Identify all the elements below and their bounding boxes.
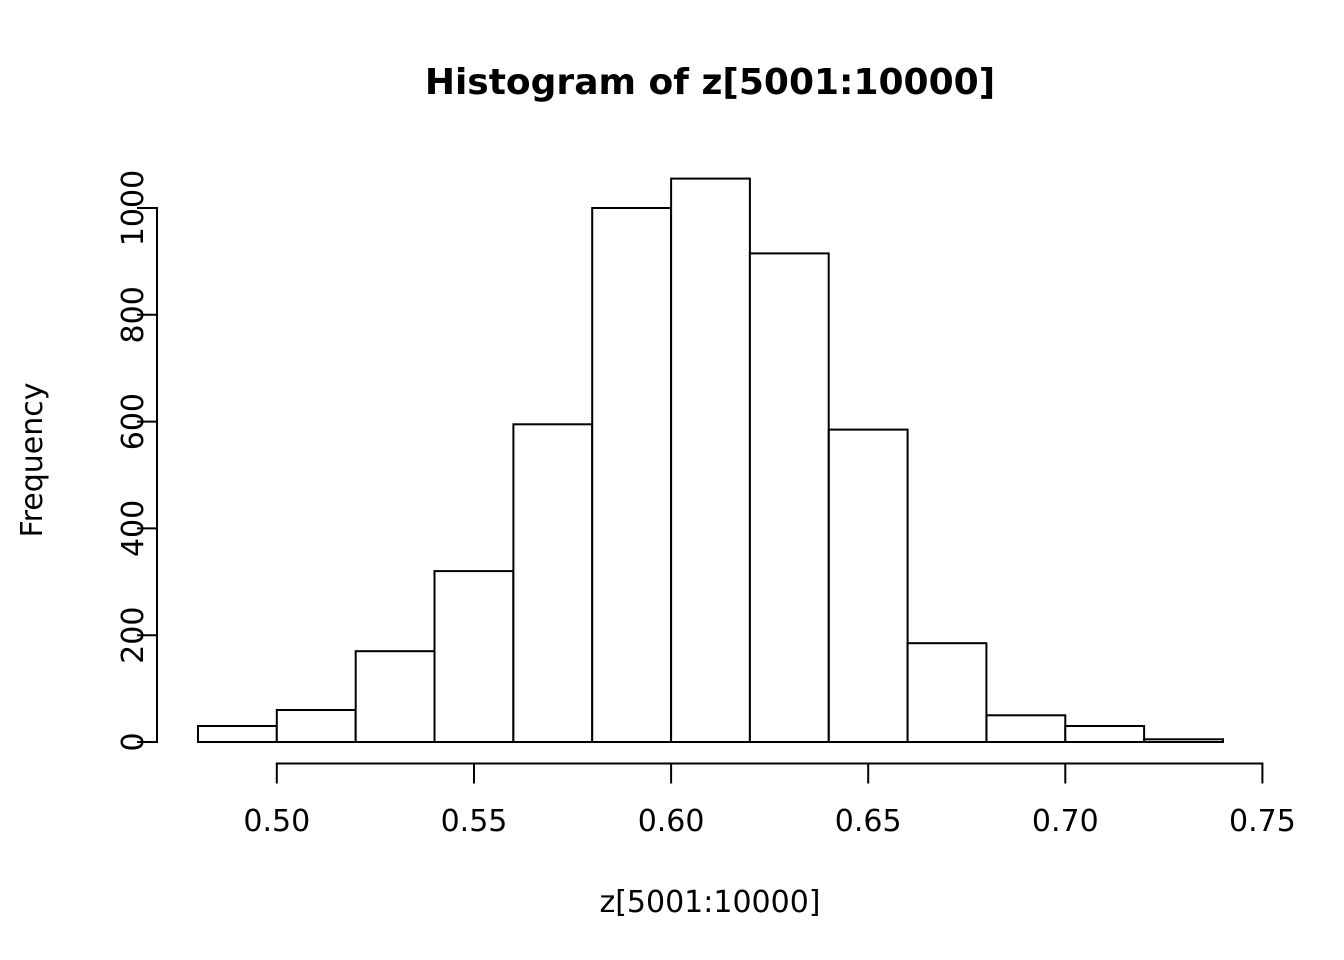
histogram-bar (591, 207, 673, 743)
histogram-bar (670, 177, 751, 744)
chart-title: Histogram of z[5001:10000] (425, 62, 995, 103)
histogram-bar (1064, 725, 1146, 743)
histogram-bar (275, 709, 357, 743)
x-tick-label: 0.65 (835, 804, 902, 839)
x-axis: 0.50 0.55 0.60 0.65 0.70 0.75 (243, 762, 1296, 839)
y-tick-label: 1000 (116, 170, 151, 246)
y-tick-label: 400 (116, 500, 151, 557)
y-axis: 0 200 400 600 800 1000 (116, 170, 158, 752)
x-tick-label: 0.75 (1229, 804, 1296, 839)
histogram-bar (433, 570, 515, 743)
bars-group (197, 177, 1224, 744)
y-tick-label: 200 (116, 607, 151, 664)
histogram-bar (197, 725, 278, 743)
histogram-bar (827, 428, 909, 743)
x-tick-label: 0.60 (638, 804, 705, 839)
x-axis-label: z[5001:10000] (599, 885, 820, 920)
histogram-bar (512, 423, 594, 743)
y-axis-label: Frequency (15, 383, 50, 538)
y-tick-label: 600 (116, 393, 151, 450)
histogram-bar (906, 642, 988, 744)
histogram-bar (748, 252, 830, 743)
y-tick-label: 800 (116, 286, 151, 343)
histogram-bar (1143, 738, 1224, 743)
x-tick-label: 0.70 (1032, 804, 1099, 839)
y-tick-label: 0 (116, 732, 151, 751)
x-tick-label: 0.55 (441, 804, 508, 839)
x-tick-label: 0.50 (243, 804, 310, 839)
histogram-bar (354, 650, 436, 744)
histogram-bar (985, 714, 1067, 743)
